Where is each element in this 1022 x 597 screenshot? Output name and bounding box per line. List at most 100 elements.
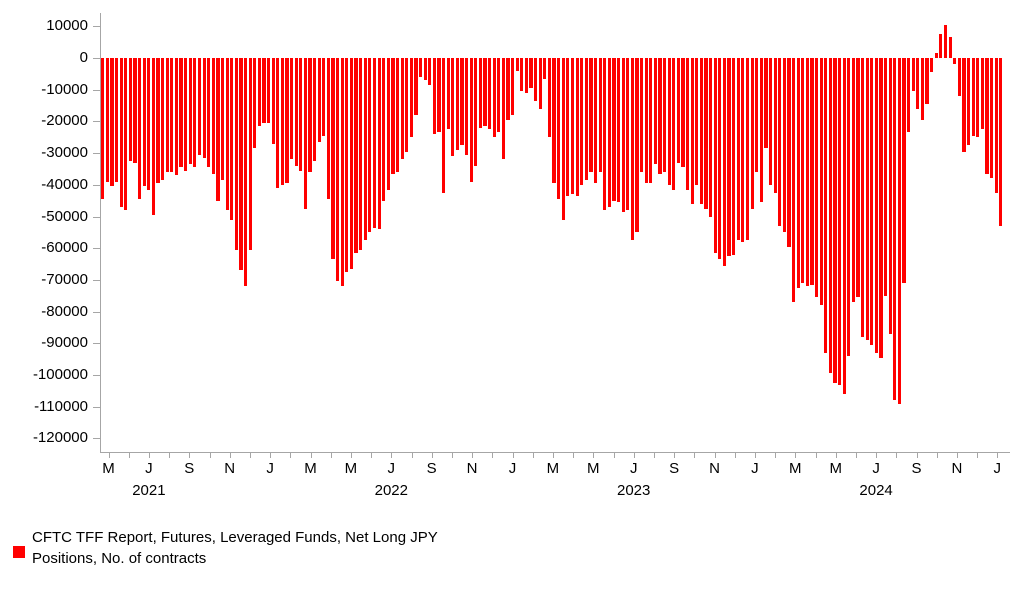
bar — [575, 58, 579, 196]
bar — [686, 58, 690, 190]
bar — [561, 58, 565, 220]
bar — [676, 58, 680, 163]
bar — [216, 58, 220, 201]
bar — [483, 58, 487, 127]
bar — [630, 58, 634, 241]
x-month-label: M — [344, 460, 358, 477]
bar — [234, 58, 238, 250]
bar — [580, 58, 584, 185]
x-tick-mark — [916, 452, 918, 458]
x-tick-mark — [411, 452, 413, 458]
bar — [138, 58, 142, 200]
bar — [598, 58, 602, 173]
x-tick-mark — [229, 452, 231, 458]
bar — [170, 58, 174, 173]
bar — [446, 58, 450, 130]
legend-label: CFTC TFF Report, Futures, Leveraged Fund… — [32, 529, 438, 567]
bar — [197, 58, 202, 155]
bar — [999, 58, 1003, 226]
bar — [455, 58, 459, 150]
y-tick-mark — [93, 375, 100, 376]
y-tick-label: -120000 — [32, 429, 88, 447]
x-year-label: 2024 — [859, 482, 893, 499]
bar — [851, 58, 855, 303]
bar — [709, 58, 713, 217]
y-tick-label: -30000 — [41, 144, 88, 162]
bar — [184, 58, 188, 171]
bar — [322, 58, 326, 136]
bar — [607, 58, 611, 207]
bar — [570, 58, 575, 195]
y-tick-mark — [93, 216, 100, 218]
bar — [828, 58, 832, 374]
bar — [930, 58, 934, 73]
x-tick-mark — [653, 452, 655, 458]
x-tick-mark — [694, 452, 696, 458]
bar — [492, 58, 496, 138]
bar — [824, 58, 828, 353]
bar — [916, 58, 920, 109]
bar — [801, 58, 805, 284]
bar — [313, 58, 317, 162]
x-tick-mark — [249, 452, 251, 458]
x-month-label: N — [224, 460, 236, 477]
x-tick-mark — [148, 452, 150, 458]
x-tick-mark — [997, 452, 999, 458]
bar — [920, 58, 925, 120]
bar — [810, 58, 814, 285]
bar — [925, 58, 929, 104]
bar — [414, 58, 418, 116]
bar — [888, 58, 892, 334]
bar — [511, 58, 515, 116]
x-tick-mark — [734, 452, 736, 458]
x-month-label: J — [629, 460, 638, 477]
bar — [722, 58, 727, 266]
bar — [616, 58, 621, 203]
bar — [308, 58, 312, 173]
bar — [326, 58, 331, 200]
bar — [796, 58, 800, 288]
bar — [902, 58, 906, 284]
bar — [382, 58, 386, 201]
bar — [557, 58, 561, 200]
bar — [464, 58, 469, 155]
bar — [340, 58, 344, 287]
x-tick-mark — [532, 452, 534, 458]
bar — [907, 58, 911, 133]
x-tick-mark — [936, 452, 938, 458]
bar — [437, 58, 441, 133]
bar — [847, 58, 851, 356]
y-tick-mark — [93, 438, 100, 440]
y-tick-label: -110000 — [34, 397, 88, 415]
bar — [727, 58, 731, 257]
bar — [681, 58, 685, 168]
bar — [732, 58, 736, 255]
bar — [161, 58, 165, 181]
x-tick-mark — [876, 452, 878, 458]
bar — [280, 58, 284, 185]
bar — [635, 58, 639, 233]
bar — [409, 58, 413, 138]
x-tick-mark — [108, 452, 110, 458]
y-tick-mark — [93, 311, 100, 313]
legend-swatch-red-square — [13, 546, 25, 558]
bar — [713, 58, 717, 253]
bar — [971, 58, 975, 136]
bar — [552, 58, 556, 184]
x-tick-mark — [350, 452, 352, 458]
bar — [704, 58, 708, 209]
x-month-label: S — [669, 460, 680, 477]
bar — [179, 58, 183, 168]
y-tick-label: -60000 — [41, 239, 88, 257]
bar — [658, 58, 662, 174]
x-month-label: J — [266, 460, 274, 477]
bar — [377, 58, 381, 230]
x-tick-mark — [270, 452, 272, 458]
x-month-label: S — [911, 460, 922, 477]
bar — [248, 58, 252, 250]
bar — [672, 58, 676, 190]
bar — [271, 58, 275, 144]
x-month-label: J — [872, 460, 880, 477]
bar — [124, 58, 128, 211]
bar — [524, 58, 529, 93]
